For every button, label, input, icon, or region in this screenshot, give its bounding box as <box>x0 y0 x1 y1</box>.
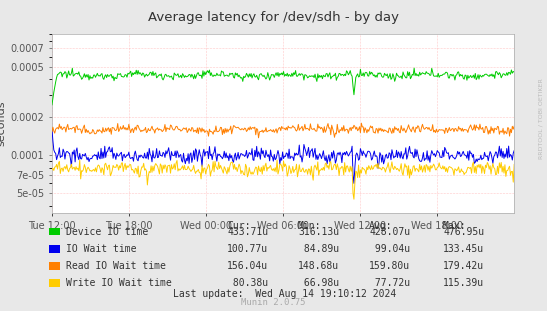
Text: 115.39u: 115.39u <box>443 278 484 288</box>
Text: Avg:: Avg: <box>369 221 393 231</box>
Text: 316.13u: 316.13u <box>298 227 339 237</box>
Text: 99.04u: 99.04u <box>369 244 410 254</box>
Text: Cur:: Cur: <box>227 221 251 231</box>
Text: Average latency for /dev/sdh - by day: Average latency for /dev/sdh - by day <box>148 11 399 24</box>
Text: RRDTOOL / TOBI OETIKER: RRDTOOL / TOBI OETIKER <box>538 78 543 159</box>
Text: 156.04u: 156.04u <box>227 261 268 271</box>
Text: 428.07u: 428.07u <box>369 227 410 237</box>
Text: 159.80u: 159.80u <box>369 261 410 271</box>
Text: IO Wait time: IO Wait time <box>66 244 136 254</box>
Text: 80.38u: 80.38u <box>227 278 268 288</box>
Text: 179.42u: 179.42u <box>443 261 484 271</box>
Text: Last update:  Wed Aug 14 19:10:12 2024: Last update: Wed Aug 14 19:10:12 2024 <box>173 289 396 299</box>
Text: 148.68u: 148.68u <box>298 261 339 271</box>
Text: Max:: Max: <box>443 221 467 231</box>
Text: Device IO time: Device IO time <box>66 227 148 237</box>
Text: 66.98u: 66.98u <box>298 278 339 288</box>
Y-axis label: seconds: seconds <box>0 101 7 146</box>
Text: 133.45u: 133.45u <box>443 244 484 254</box>
Text: Min:: Min: <box>298 221 322 231</box>
Text: 476.95u: 476.95u <box>443 227 484 237</box>
Text: 77.72u: 77.72u <box>369 278 410 288</box>
Text: Write IO Wait time: Write IO Wait time <box>66 278 171 288</box>
Text: 433.71u: 433.71u <box>227 227 268 237</box>
Text: Munin 2.0.75: Munin 2.0.75 <box>241 298 306 307</box>
Text: 100.77u: 100.77u <box>227 244 268 254</box>
Text: 84.89u: 84.89u <box>298 244 339 254</box>
Text: Read IO Wait time: Read IO Wait time <box>66 261 166 271</box>
